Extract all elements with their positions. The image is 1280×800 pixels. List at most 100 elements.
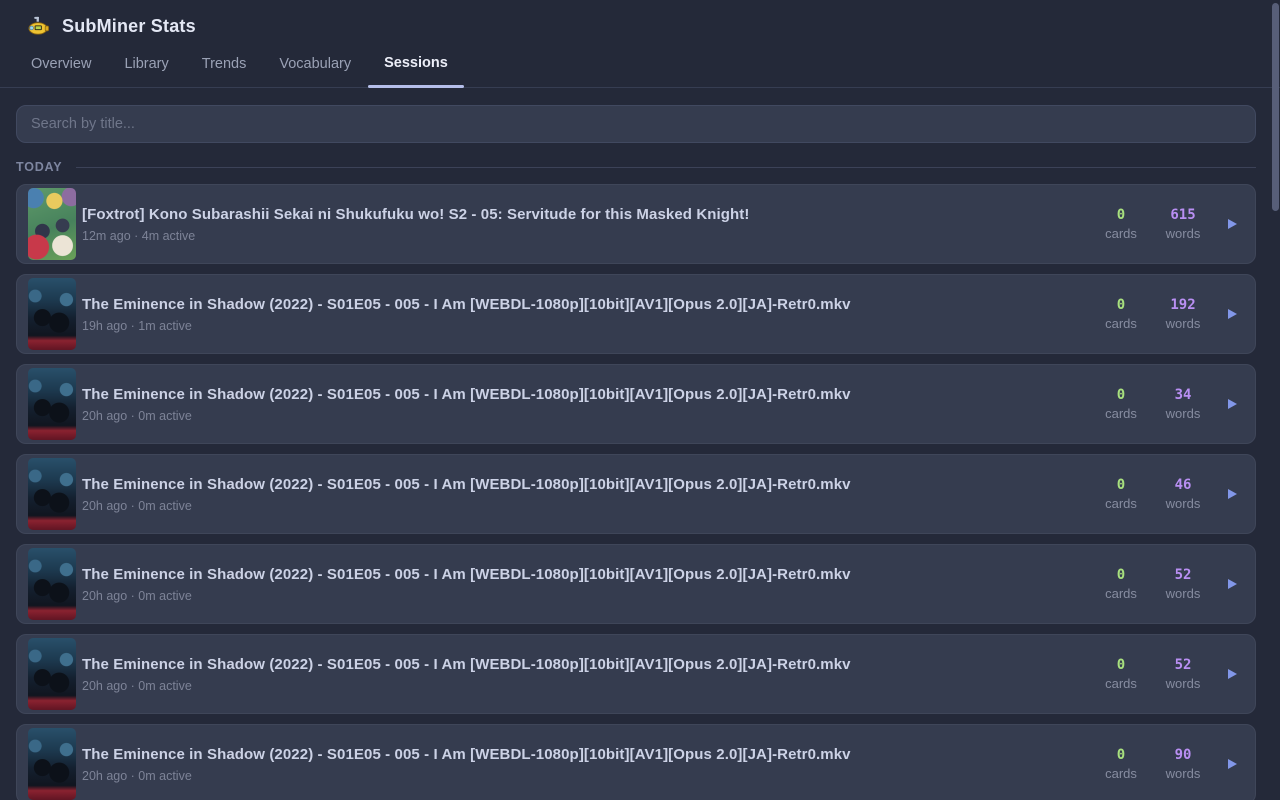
words-count: 52 xyxy=(1174,657,1192,673)
cards-count: 0 xyxy=(1116,567,1126,583)
words-label: words xyxy=(1165,406,1201,421)
words-stat: 615 words xyxy=(1160,207,1206,241)
words-label: words xyxy=(1165,496,1201,511)
session-thumbnail xyxy=(28,188,76,260)
words-count: 46 xyxy=(1174,477,1192,493)
words-count: 52 xyxy=(1174,567,1192,583)
session-text: [Foxtrot] Kono Subarashii Sekai ni Shuku… xyxy=(82,206,750,243)
session-text: The Eminence in Shadow (2022) - S01E05 -… xyxy=(82,476,851,513)
session-title: The Eminence in Shadow (2022) - S01E05 -… xyxy=(82,475,851,493)
play-session-button[interactable] xyxy=(1228,309,1237,319)
session-meta: 20h ago · 0m active xyxy=(82,408,192,423)
words-stat: 90 words xyxy=(1160,747,1206,781)
tab-sessions[interactable]: Sessions xyxy=(368,52,464,88)
tab-vocabulary[interactable]: Vocabulary xyxy=(279,56,352,72)
cards-label: cards xyxy=(1105,316,1137,331)
cards-stat: 0 cards xyxy=(1098,657,1144,691)
cards-count: 0 xyxy=(1116,297,1126,313)
cards-stat: 0 cards xyxy=(1098,567,1144,601)
session-row[interactable]: The Eminence in Shadow (2022) - S01E05 -… xyxy=(16,724,1256,800)
scrollbar-thumb[interactable] xyxy=(1272,3,1279,211)
cards-label: cards xyxy=(1105,586,1137,601)
session-stats: 0 cards 46 words xyxy=(1098,477,1237,511)
words-stat: 52 words xyxy=(1160,657,1206,691)
session-title: The Eminence in Shadow (2022) - S01E05 -… xyxy=(82,565,851,583)
play-session-button[interactable] xyxy=(1228,489,1237,499)
tab-trends[interactable]: Trends xyxy=(201,56,247,72)
cards-label: cards xyxy=(1105,496,1137,511)
search-box[interactable] xyxy=(16,105,1256,143)
session-thumbnail xyxy=(28,368,76,440)
session-meta: 20h ago · 0m active xyxy=(82,498,192,513)
session-row[interactable]: The Eminence in Shadow (2022) - S01E05 -… xyxy=(16,634,1256,714)
words-count: 90 xyxy=(1174,747,1192,763)
words-label: words xyxy=(1165,226,1201,241)
session-stats: 0 cards 615 words xyxy=(1098,207,1237,241)
play-session-button[interactable] xyxy=(1228,399,1237,409)
cards-count: 0 xyxy=(1116,477,1126,493)
section-divider xyxy=(76,166,1256,168)
tab-overview[interactable]: Overview xyxy=(31,56,92,72)
play-session-button[interactable] xyxy=(1228,579,1237,589)
session-meta: 20h ago · 0m active xyxy=(82,768,192,783)
words-stat: 46 words xyxy=(1160,477,1206,511)
session-row[interactable]: The Eminence in Shadow (2022) - S01E05 -… xyxy=(16,274,1256,354)
cards-count: 0 xyxy=(1116,657,1126,673)
cards-count: 0 xyxy=(1116,207,1126,223)
words-label: words xyxy=(1165,676,1201,691)
session-text: The Eminence in Shadow (2022) - S01E05 -… xyxy=(82,386,851,423)
session-text: The Eminence in Shadow (2022) - S01E05 -… xyxy=(82,296,851,333)
session-meta: 12m ago · 4m active xyxy=(82,228,196,243)
cards-count: 0 xyxy=(1116,387,1126,403)
session-thumbnail xyxy=(28,548,76,620)
search-section xyxy=(0,88,1280,143)
session-list: [Foxtrot] Kono Subarashii Sekai ni Shuku… xyxy=(0,184,1280,800)
session-title: The Eminence in Shadow (2022) - S01E05 -… xyxy=(82,385,851,403)
session-title: The Eminence in Shadow (2022) - S01E05 -… xyxy=(82,655,851,673)
words-label: words xyxy=(1165,316,1201,331)
words-count: 615 xyxy=(1170,207,1196,223)
session-meta: 20h ago · 0m active xyxy=(82,678,192,693)
cards-label: cards xyxy=(1105,676,1137,691)
session-text: The Eminence in Shadow (2022) - S01E05 -… xyxy=(82,656,851,693)
session-title: The Eminence in Shadow (2022) - S01E05 -… xyxy=(82,745,851,763)
session-title: The Eminence in Shadow (2022) - S01E05 -… xyxy=(82,295,851,313)
play-session-button[interactable] xyxy=(1228,219,1237,229)
app-title: SubMiner Stats xyxy=(62,16,196,36)
session-row[interactable]: The Eminence in Shadow (2022) - S01E05 -… xyxy=(16,364,1256,444)
session-row[interactable]: [Foxtrot] Kono Subarashii Sekai ni Shuku… xyxy=(16,184,1256,264)
session-meta: 20h ago · 0m active xyxy=(82,588,192,603)
session-text: The Eminence in Shadow (2022) - S01E05 -… xyxy=(82,566,851,603)
words-count: 34 xyxy=(1174,387,1192,403)
session-row[interactable]: The Eminence in Shadow (2022) - S01E05 -… xyxy=(16,544,1256,624)
play-session-button[interactable] xyxy=(1228,759,1237,769)
play-session-button[interactable] xyxy=(1228,669,1237,679)
session-stats: 0 cards 52 words xyxy=(1098,567,1237,601)
session-stats: 0 cards 52 words xyxy=(1098,657,1237,691)
session-title: [Foxtrot] Kono Subarashii Sekai ni Shuku… xyxy=(82,205,750,223)
today-section-header: TODAY xyxy=(16,160,1256,174)
words-label: words xyxy=(1165,586,1201,601)
cards-label: cards xyxy=(1105,406,1137,421)
cards-stat: 0 cards xyxy=(1098,747,1144,781)
session-stats: 0 cards 34 words xyxy=(1098,387,1237,421)
tab-library[interactable]: Library xyxy=(124,56,169,72)
app-header: SubMiner Stats xyxy=(0,0,1280,42)
words-stat: 52 words xyxy=(1160,567,1206,601)
cards-label: cards xyxy=(1105,766,1137,781)
session-thumbnail xyxy=(28,638,76,710)
cards-stat: 0 cards xyxy=(1098,477,1144,511)
session-thumbnail xyxy=(28,458,76,530)
session-text: The Eminence in Shadow (2022) - S01E05 -… xyxy=(82,746,851,783)
words-stat: 34 words xyxy=(1160,387,1206,421)
session-meta: 19h ago · 1m active xyxy=(82,318,192,333)
session-stats: 0 cards 192 words xyxy=(1098,297,1237,331)
today-label: TODAY xyxy=(16,160,63,174)
words-count: 192 xyxy=(1170,297,1196,313)
search-input[interactable] xyxy=(31,116,1241,132)
submarine-logo-icon xyxy=(28,16,49,35)
cards-stat: 0 cards xyxy=(1098,387,1144,421)
session-row[interactable]: The Eminence in Shadow (2022) - S01E05 -… xyxy=(16,454,1256,534)
session-stats: 0 cards 90 words xyxy=(1098,747,1237,781)
cards-label: cards xyxy=(1105,226,1137,241)
